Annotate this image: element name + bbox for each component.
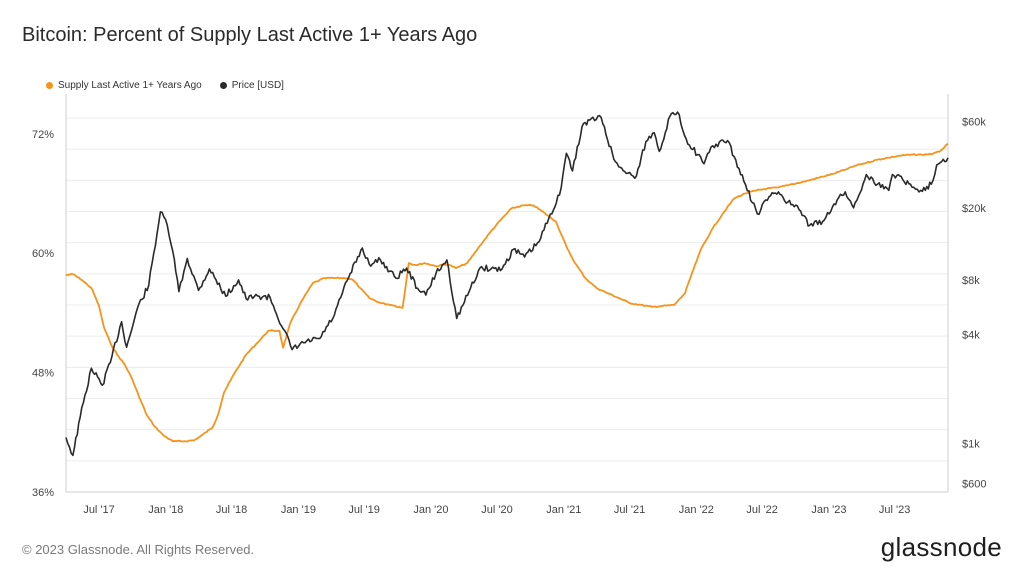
- price-line: [65, 111, 949, 457]
- x-tick-label: Jul '19: [348, 504, 379, 516]
- x-tick-label: Jul '22: [746, 504, 777, 516]
- tick-labels: 36% 48% 60% 72% $600 $1k $4k $8k $20k $60k Jul '17…: [32, 116, 987, 516]
- y-right-tick-label: $60k: [962, 116, 986, 128]
- legend-item-price[interactable]: Price [USD]: [219, 80, 284, 91]
- x-tick-label: Jan '18: [148, 504, 183, 516]
- series-lines: [65, 111, 949, 457]
- x-tick-label: Jul '17: [83, 504, 114, 516]
- y-right-tick-label: $600: [962, 479, 986, 491]
- y-left-tick-label: 72%: [32, 129, 54, 141]
- copyright-text: © 2023 Glassnode. All Rights Reserved.: [22, 542, 255, 557]
- legend-dot-supply: [46, 82, 53, 89]
- supply-line: [65, 143, 949, 443]
- legend-item-supply[interactable]: Supply Last Active 1+ Years Ago: [46, 80, 202, 91]
- chart-title: Bitcoin: Percent of Supply Last Active 1…: [22, 24, 478, 46]
- y-right-tick-label: $4k: [962, 329, 980, 341]
- x-tick-label: Jan '22: [679, 504, 714, 516]
- y-left-tick-label: 48%: [32, 368, 54, 380]
- x-tick-label: Jul '23: [879, 504, 910, 516]
- y-right-tick-label: $8k: [962, 275, 980, 287]
- y-right-tick-label: $1k: [962, 439, 980, 451]
- x-tick-label: Jan '23: [811, 504, 846, 516]
- legend-label-price: Price [USD]: [231, 80, 284, 91]
- x-tick-label: Jan '19: [281, 504, 316, 516]
- legend: Supply Last Active 1+ Years Ago Price [U…: [46, 80, 302, 91]
- y-right-tick-label: $20k: [962, 203, 986, 215]
- legend-dot-price: [219, 82, 227, 89]
- x-tick-label: Jul '21: [614, 504, 645, 516]
- x-tick-label: Jan '20: [413, 504, 448, 516]
- x-tick-label: Jul '18: [216, 504, 247, 516]
- glassnode-logo: glassnode: [880, 532, 1002, 562]
- x-tick-label: Jul '20: [481, 504, 512, 516]
- axes: [65, 94, 949, 493]
- x-tick-label: Jan '21: [546, 504, 581, 516]
- grid-lines: [66, 117, 948, 493]
- y-left-tick-label: 36%: [32, 487, 54, 499]
- y-left-tick-label: 60%: [32, 248, 54, 260]
- legend-label-supply: Supply Last Active 1+ Years Ago: [58, 80, 202, 91]
